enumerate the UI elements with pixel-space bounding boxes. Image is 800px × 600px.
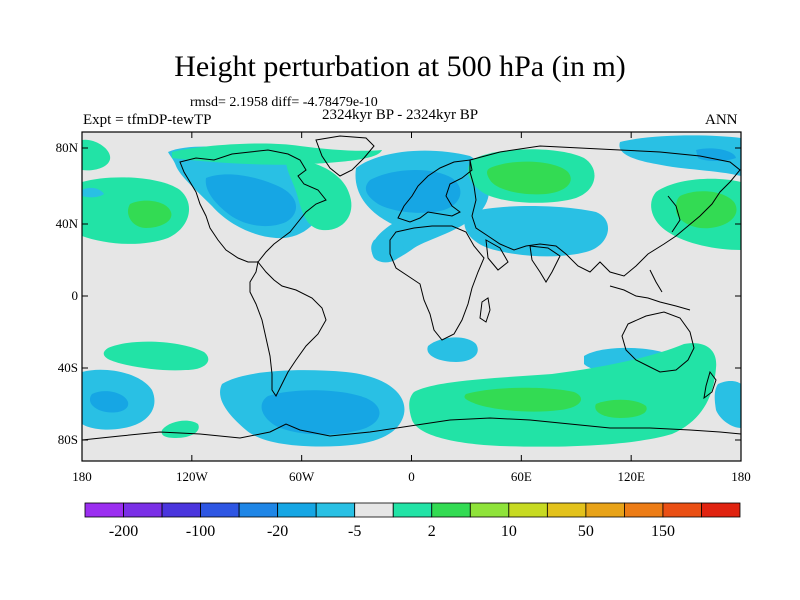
colorbar-label: -200 xyxy=(109,523,138,540)
colorbar-swatch xyxy=(701,502,741,518)
stats-text: rmsd= 2.1958 diff= -4.78479e-10 xyxy=(190,95,378,110)
colorbar-swatch xyxy=(585,502,625,518)
map-title: Height perturbation at 500 hPa (in m) xyxy=(174,50,626,83)
lon-label: 60W xyxy=(289,469,315,484)
colorbar-swatch xyxy=(354,502,394,518)
contour-region xyxy=(127,200,172,228)
colorbar-label: 50 xyxy=(578,523,594,540)
colorbar-label: 10 xyxy=(501,523,517,540)
contour-region xyxy=(365,169,461,213)
colorbar-label: -20 xyxy=(267,523,288,540)
lat-label: 40S xyxy=(58,360,78,375)
contour-region xyxy=(696,148,736,161)
contour-region xyxy=(427,337,478,362)
colorbar-swatch xyxy=(546,502,587,518)
contour-fields xyxy=(82,135,741,447)
contour-region xyxy=(261,390,380,435)
coastline xyxy=(82,417,741,441)
lat-label: 80S xyxy=(58,432,78,447)
colorbar-swatch xyxy=(469,502,510,518)
coastline xyxy=(179,149,327,263)
contour-region xyxy=(205,174,297,227)
lat-label: 80N xyxy=(56,140,79,155)
lon-label: 120E xyxy=(617,469,645,484)
lat-label: 0 xyxy=(72,288,79,303)
contour-region xyxy=(371,237,404,263)
colorbar-swatch xyxy=(84,502,124,518)
lon-label: 60E xyxy=(511,469,532,484)
colorbar-swatch xyxy=(508,502,548,518)
coastlines xyxy=(82,135,741,441)
contour-region xyxy=(103,341,209,371)
colorbar-swatch xyxy=(431,502,471,518)
periods-text: 2324kyr BP - 2324kyr BP xyxy=(322,107,479,123)
coastline xyxy=(649,269,663,293)
coastline xyxy=(609,285,691,311)
colorbar-swatch xyxy=(200,502,240,518)
contour-region xyxy=(595,399,647,418)
colorbar-swatch xyxy=(161,502,201,518)
coastline xyxy=(469,145,741,277)
colorbar-swatch xyxy=(392,502,433,518)
contour-region xyxy=(714,381,741,428)
contour-region xyxy=(82,139,111,171)
coastline xyxy=(389,225,485,341)
coastline xyxy=(529,245,561,283)
coastline xyxy=(621,311,695,373)
contour-region xyxy=(487,161,571,195)
colorbar-label: -100 xyxy=(186,523,215,540)
coastline xyxy=(485,239,509,271)
coastline xyxy=(667,195,681,233)
colorbar-swatch xyxy=(277,502,317,518)
lon-label: 120W xyxy=(176,469,209,484)
coastline xyxy=(249,260,327,397)
coastline xyxy=(479,297,491,323)
lat-label: 40N xyxy=(56,216,79,231)
contour-region xyxy=(464,387,582,412)
season-label: ANN xyxy=(705,112,738,128)
lon-label: 180 xyxy=(731,469,751,484)
contour-region xyxy=(172,143,382,165)
axis-ticks: 80N 40N 0 40S 80S 180 120W 60W 0 60E 120E 180 xyxy=(56,132,751,484)
contour-region xyxy=(619,135,741,176)
colorbar-label: 2 xyxy=(428,523,436,540)
lon-label: 180 xyxy=(72,469,92,484)
colorbar: -200 -100 -20 -5 2 10 50 150 xyxy=(84,502,741,540)
colorbar-swatch xyxy=(624,502,664,518)
contour-region xyxy=(82,187,104,198)
colorbar-label: 150 xyxy=(651,523,675,540)
coastline xyxy=(397,159,473,223)
coastline xyxy=(703,370,717,400)
contour-region xyxy=(286,159,352,231)
lon-label: 0 xyxy=(408,469,415,484)
colorbar-swatch xyxy=(662,502,702,518)
colorbar-swatch xyxy=(123,502,163,518)
contour-region xyxy=(89,391,129,413)
colorbar-label: -5 xyxy=(348,523,361,540)
experiment-label: Expt = tfmDP-tewTP xyxy=(83,112,212,128)
coastline xyxy=(315,135,375,177)
colorbar-swatch xyxy=(238,502,279,518)
colorbar-swatch xyxy=(315,502,356,518)
